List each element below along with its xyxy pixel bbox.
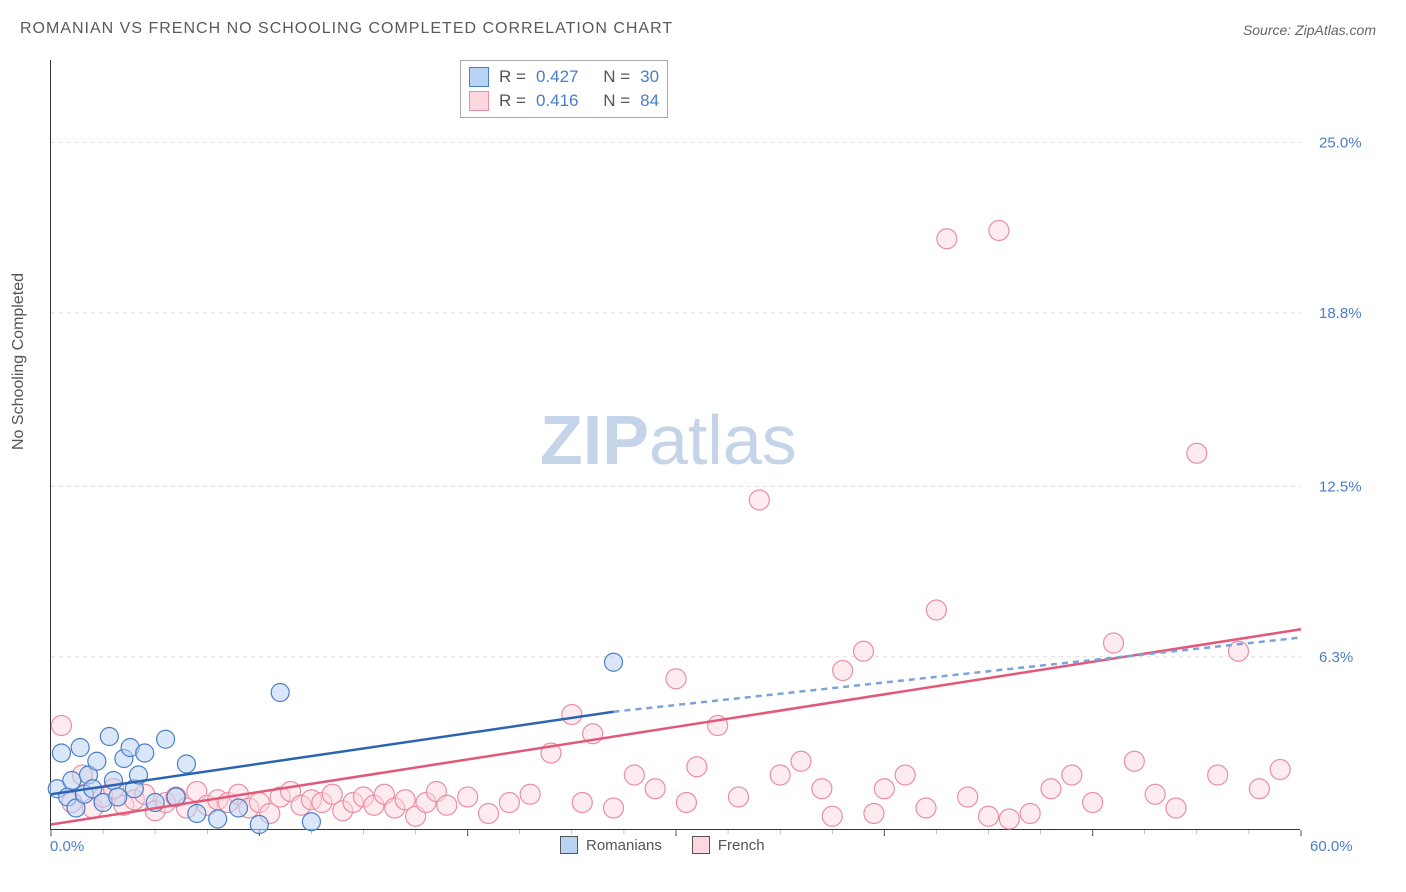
stats-row-romanians: R = 0.427 N = 30 — [469, 65, 659, 89]
swatch-icon — [560, 836, 578, 854]
svg-text:25.0%: 25.0% — [1319, 135, 1362, 152]
swatch-icon — [469, 67, 489, 87]
source-attribution: Source: ZipAtlas.com — [1243, 22, 1376, 38]
swatch-icon — [692, 836, 710, 854]
legend-item-french: French — [692, 836, 765, 854]
stats-legend-box: R = 0.427 N = 30 R = 0.416 N = 84 — [460, 60, 668, 118]
chart-svg: 6.3%12.5%18.8%25.0% — [51, 60, 1300, 829]
chart-title: ROMANIAN VS FRENCH NO SCHOOLING COMPLETE… — [20, 20, 673, 38]
svg-text:12.5%: 12.5% — [1319, 478, 1362, 495]
svg-text:18.8%: 18.8% — [1319, 305, 1362, 322]
chart-plot-area: 6.3%12.5%18.8%25.0% — [50, 60, 1300, 830]
legend-bottom: Romanians French — [560, 836, 765, 854]
x-axis-min-label: 0.0% — [50, 838, 84, 855]
swatch-icon — [469, 91, 489, 111]
svg-text:6.3%: 6.3% — [1319, 649, 1353, 666]
legend-item-romanians: Romanians — [560, 836, 662, 854]
stats-row-french: R = 0.416 N = 84 — [469, 89, 659, 113]
x-axis-max-label: 60.0% — [1310, 838, 1353, 855]
y-axis-label: No Schooling Completed — [10, 273, 28, 450]
